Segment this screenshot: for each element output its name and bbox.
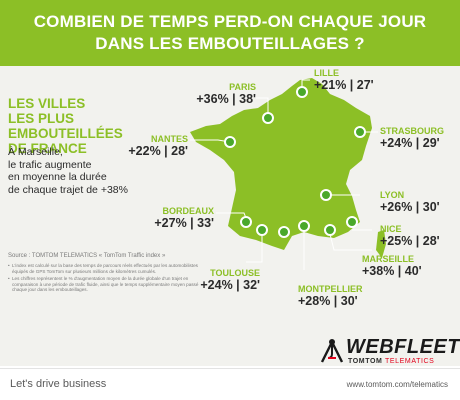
marker-nice-icon xyxy=(346,216,358,228)
marker-toulouse-icon xyxy=(256,224,268,236)
section-title: LES VILLES LES PLUS EMBOUTEILLÉES DE FRA… xyxy=(8,96,178,156)
city-label-paris: PARIS +36% | 38' xyxy=(172,82,256,106)
headline-line-2: DANS LES EMBOUTEILLAGES ? xyxy=(95,34,365,53)
footer-tagline: Let's drive business xyxy=(10,378,107,390)
logo-subline: TOMTOM TELEMATICS xyxy=(348,358,434,366)
city-label-lille: LILLE +21% | 27' xyxy=(314,68,374,92)
intro-line-2: le trafic augmente xyxy=(8,158,92,171)
city-label-marseille: MARSEILLE +38% | 40' xyxy=(362,254,422,278)
city-name: LYON xyxy=(380,190,405,200)
city-name: NANTES xyxy=(150,134,188,144)
marker-marseille-icon xyxy=(324,224,336,236)
france-shape xyxy=(190,78,372,250)
tow-truck-hook-icon xyxy=(320,339,344,363)
city-value: +36% | 38' xyxy=(196,92,256,106)
intro-line-1: À Marseille, xyxy=(8,146,63,158)
leader-line-toulouse xyxy=(246,235,263,263)
city-value: +21% | 27' xyxy=(314,78,374,92)
marker-extra-icon xyxy=(278,226,290,238)
logo-brand: TOMTOM xyxy=(348,358,383,365)
city-value: +28% | 30' xyxy=(298,294,358,308)
note-figures: Les chiffres représentent le % d'augment… xyxy=(8,276,208,293)
intro-line-3: en moyenne la durée xyxy=(8,171,107,183)
marker-nantes-icon xyxy=(224,136,236,148)
city-label-strasbourg: STRASBOURG +24% | 29' xyxy=(380,126,444,150)
city-label-bordeaux: BORDEAUX +27% | 33' xyxy=(140,206,214,230)
city-label-toulouse: TOULOUSE +24% | 32' xyxy=(180,268,260,292)
marker-montpellier-icon xyxy=(298,220,310,232)
marker-bordeaux-icon xyxy=(240,216,252,228)
city-name: MONTPELLIER xyxy=(298,284,363,294)
logo-division: TELEMATICS xyxy=(385,358,435,365)
city-name: NICE xyxy=(380,224,402,234)
city-label-montpellier: MONTPELLIER +28% | 30' xyxy=(298,284,363,308)
header-banner: COMBIEN DE TEMPS PERD-ON CHAQUE JOUR DAN… xyxy=(0,0,460,66)
footer-url-link[interactable]: www.tomtom.com/telematics xyxy=(346,380,448,389)
logo-wordmark: WEBFLEET xyxy=(346,336,460,358)
section-title-line-3: DE FRANCE xyxy=(8,141,87,156)
intro-text: À Marseille, le trafic augmente en moyen… xyxy=(8,146,178,196)
content-panel xyxy=(0,66,460,366)
source-line: Source : TOMTOM TELEMATICS « TomTom Traf… xyxy=(8,253,166,259)
city-value: +27% | 33' xyxy=(154,216,214,230)
city-name: MARSEILLE xyxy=(362,254,415,264)
city-value: +38% | 40' xyxy=(362,264,422,278)
city-value: +24% | 32' xyxy=(200,278,260,292)
marker-strasbourg-icon xyxy=(354,126,366,138)
city-markers xyxy=(224,86,366,238)
city-name: LILLE xyxy=(314,68,339,78)
city-name: PARIS xyxy=(229,82,256,92)
source-notes: Source : TOMTOM TELEMATICS « TomTom Traf… xyxy=(8,252,208,295)
city-label-nantes: NANTES +22% | 28' xyxy=(112,134,188,158)
note-index: L'index est calculé sur la base des temp… xyxy=(8,263,208,274)
city-name: BORDEAUX xyxy=(162,206,214,216)
france-map xyxy=(190,78,386,270)
marker-paris-icon xyxy=(262,112,274,124)
city-value: +25% | 28' xyxy=(380,234,440,248)
marker-lyon-icon xyxy=(320,189,332,201)
city-value: +24% | 29' xyxy=(380,136,440,150)
corsica-shape xyxy=(376,230,386,258)
city-name: TOULOUSE xyxy=(210,268,260,278)
city-label-nice: NICE +25% | 28' xyxy=(380,224,440,248)
leader-line-marseille xyxy=(329,233,372,251)
city-label-lyon: LYON +26% | 30' xyxy=(380,190,440,214)
leader-line-paris xyxy=(256,97,269,113)
footer-bar: Let's drive business www.tomtom.com/tele… xyxy=(0,368,460,400)
webfleet-logo: WEBFLEET TOMTOM TELEMATICS xyxy=(318,334,460,368)
city-name: STRASBOURG xyxy=(380,126,445,136)
marker-lille-icon xyxy=(296,86,308,98)
city-value: +26% | 30' xyxy=(380,200,440,214)
city-value: +22% | 28' xyxy=(128,144,188,158)
intro-line-4: de chaque trajet de +38% xyxy=(8,183,128,196)
section-title-line-2: LES PLUS EMBOUTEILLÉES xyxy=(8,111,123,141)
headline-line-1: COMBIEN DE TEMPS PERD-ON CHAQUE JOUR xyxy=(33,12,427,31)
section-title-line-1: LES VILLES xyxy=(8,96,86,111)
